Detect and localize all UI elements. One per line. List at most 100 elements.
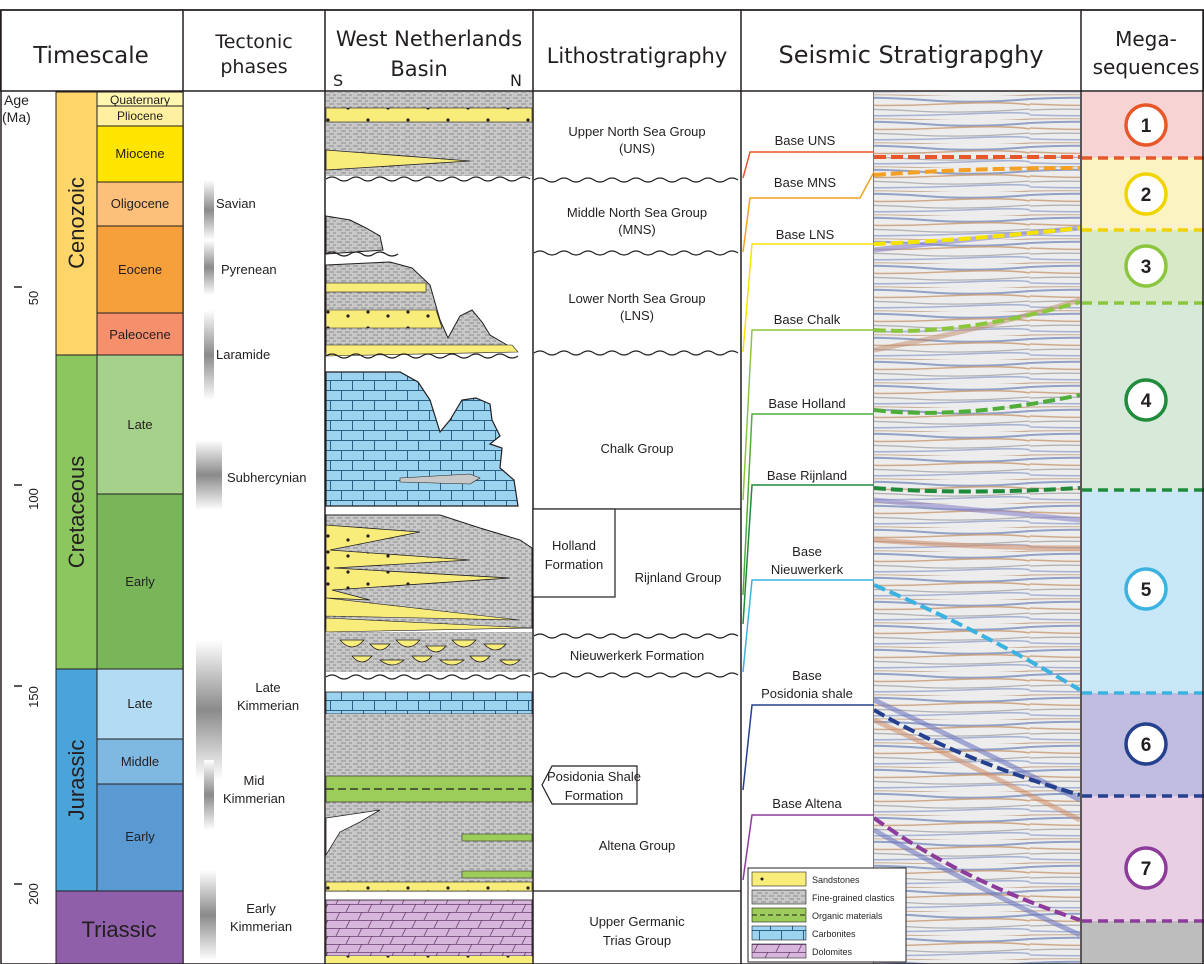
- tectonic-label-late-kimmerian-1: Late: [255, 680, 280, 695]
- basin-triassic-sand: [326, 956, 532, 964]
- basin-late-jurassic-carbonate: [325, 691, 533, 715]
- tectonic-bar-savian: [204, 180, 214, 240]
- legend-swatch-sand: [751, 871, 807, 887]
- horizon-chalk: [874, 300, 1080, 333]
- basin-south-label: S: [333, 71, 343, 90]
- legend-swatch-dolo: [751, 943, 807, 959]
- basin-lns-sand-2: [325, 309, 443, 329]
- horizon-label-holland: Base Holland: [768, 396, 845, 411]
- tectonic-label-laramide: Laramide: [216, 347, 270, 362]
- connector-base-nieuwerkerk: [742, 579, 874, 673]
- horizon-label-rijnland: Base Rijnland: [767, 468, 847, 483]
- tectonic-bar-late-kimmerian: [196, 640, 222, 780]
- litho-unconformity-5: [533, 672, 739, 678]
- epoch-box-early-jurassic: [96, 783, 184, 892]
- tectonic-label-early-kimmerian-2: Kimmerian: [230, 919, 292, 934]
- epoch-column: Quaternary Pliocene Miocene Oligocene Eo…: [96, 91, 184, 892]
- epoch-label-eocene: Eocene: [118, 262, 162, 277]
- tectonic-bar-laramide: [204, 310, 214, 400]
- mega-header-line2: sequences: [1093, 55, 1200, 79]
- megaseq-number-1: 1: [1141, 116, 1152, 137]
- unconformity-mns: [325, 251, 399, 257]
- basin-altena-shale: [326, 714, 532, 892]
- basin-altena-organic-1: [461, 833, 533, 842]
- legend-label-carb: Carbonites: [812, 929, 856, 939]
- horizon-label-posidonia-1: Base: [792, 668, 822, 683]
- epoch-label-late-jurassic: Late: [127, 696, 152, 711]
- connector-base-lns: [742, 243, 874, 353]
- legend-label-shale: Fine-grained clastics: [812, 893, 895, 903]
- litho-unconformity-3: [533, 350, 739, 356]
- megaseq-number-4: 4: [1141, 391, 1152, 412]
- legend-label-sand: Sandstones: [812, 875, 860, 885]
- seismic-band-2: [874, 297, 1080, 353]
- tectonic-label-mid-kimmerian-2: Kimmerian: [223, 791, 285, 806]
- connector-base-altena: [742, 814, 874, 881]
- basin-uns-sand-wedge: [325, 149, 471, 171]
- basin-nieuwerkerk-sand-lenses: [339, 639, 521, 666]
- megasequence-column: 1 2 3 4 5 6 7: [1082, 92, 1204, 964]
- litho-unconformity-4: [533, 633, 739, 639]
- seismic-band-6: [874, 717, 1080, 823]
- basin-north-label: N: [510, 71, 522, 90]
- horizon-label-uns: Base UNS: [775, 133, 836, 148]
- era-label-jurassic: Jurassic: [64, 740, 89, 821]
- era-label-triassic: Triassic: [82, 917, 157, 942]
- megaseq-badge-5: [1124, 567, 1168, 611]
- epoch-box-eocene: [96, 225, 184, 314]
- epoch-label-oligocene: Oligocene: [111, 196, 170, 211]
- age-tick-100: 100: [26, 488, 41, 510]
- basin-rijnland-sand-base: [325, 597, 521, 621]
- age-label-line1: Age: [4, 92, 29, 108]
- basin-holland-sand-wedge: [325, 524, 511, 601]
- megaseq-badge-1: [1124, 103, 1168, 147]
- megaseq-number-7: 7: [1141, 859, 1152, 880]
- litho-holland-box: [532, 508, 616, 598]
- unconformity-nieuwerkerk: [325, 674, 531, 680]
- legend-swatch-shale: [751, 889, 807, 905]
- litho-holland-line2: Formation: [545, 557, 604, 572]
- legend-swatch-carb: [751, 925, 807, 941]
- epoch-label-paleocene: Paleocene: [109, 327, 170, 342]
- tectonic-header-line1: Tectonic: [214, 31, 292, 53]
- megaseq-badge-3: [1124, 244, 1168, 288]
- epoch-label-pliocene: Pliocene: [117, 109, 163, 123]
- epoch-label-late-cretaceous: Late: [127, 417, 152, 432]
- epoch-box-middle-jurassic: [96, 738, 184, 785]
- tectonic-label-pyrenean: Pyrenean: [221, 262, 277, 277]
- tectonic-bar-early-kimmerian: [200, 870, 216, 960]
- age-tick-150: 150: [26, 686, 41, 708]
- horizon-label-lns: Base LNS: [776, 227, 835, 242]
- connector-base-holland: [742, 413, 874, 596]
- litho-lns-line2: (LNS): [620, 308, 654, 323]
- basin-uns-sand-top: [325, 107, 533, 123]
- horizon-label-nieuwerkerk-1: Base: [792, 544, 822, 559]
- tectonic-header-line2: phases: [220, 56, 287, 78]
- connector-base-rijnland: [742, 484, 874, 625]
- connector-base-mns: [742, 171, 875, 253]
- litho-unconformity-2: [533, 250, 739, 256]
- epoch-box-late-jurassic: [96, 668, 184, 740]
- connector-base-posidonia: [742, 704, 874, 791]
- tectonic-bar-pyrenean: [204, 240, 214, 295]
- tectonic-phases-column: Savian Pyrenean Laramide Subhercynian La…: [196, 180, 307, 960]
- litho-altena: Altena Group: [599, 838, 676, 853]
- litho-trias-line2: Trias Group: [603, 933, 671, 948]
- horizon-label-posidonia-2: Posidonia shale: [761, 686, 853, 701]
- litho-rijnland: Rijnland Group: [635, 570, 722, 585]
- age-axis: Age (Ma) 50 100 150 200: [2, 92, 41, 905]
- basin-lns-body: [325, 261, 514, 353]
- seismic-column: Base UNS Base MNS Base LNS Base Chalk Ba…: [742, 92, 1080, 964]
- seismic-band-4: [874, 537, 1080, 551]
- epoch-label-middle-jurassic: Middle: [121, 754, 159, 769]
- horizon-label-mns: Base MNS: [774, 175, 836, 190]
- litho-lns-line1: Lower North Sea Group: [568, 291, 705, 306]
- unconformity-uns: [325, 176, 531, 182]
- litho-holland-line1: Holland: [552, 538, 596, 553]
- horizon-lns: [874, 226, 1080, 246]
- litho-uns-line2: (UNS): [619, 141, 655, 156]
- litho-mns-line2: (MNS): [618, 222, 656, 237]
- litho-trias-line1: Upper Germanic: [589, 914, 685, 929]
- horizon-rijnland: [874, 486, 1080, 494]
- tectonic-bar-subhercynian: [196, 440, 222, 510]
